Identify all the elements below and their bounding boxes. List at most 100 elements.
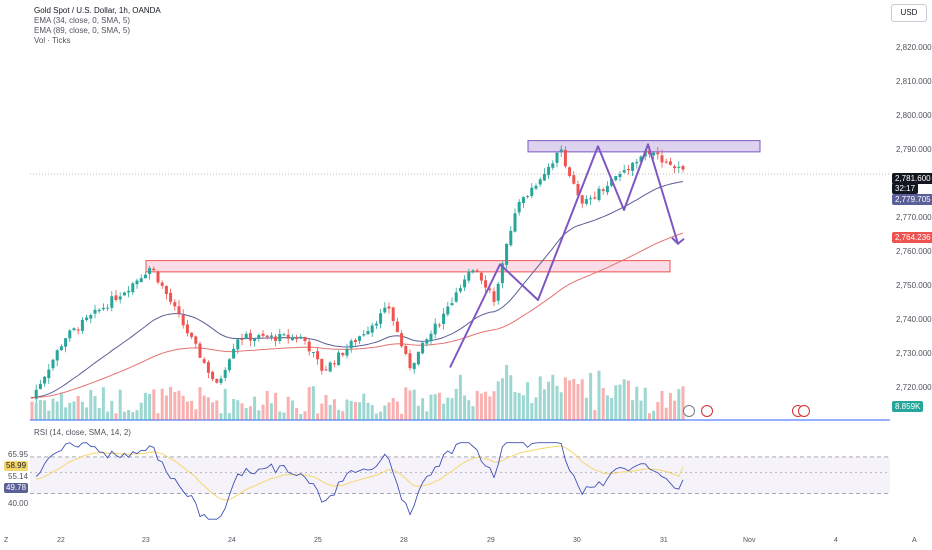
candle-body [232, 348, 236, 359]
candles [30, 145, 685, 403]
candle-body [43, 376, 47, 384]
drawing-zones[interactable] [145, 140, 761, 273]
volume-bar [219, 413, 223, 420]
volume-bar [635, 386, 639, 420]
volume-bar [479, 393, 483, 420]
volume-bar [500, 378, 504, 420]
pattern-path [449, 143, 679, 368]
lightning-icon[interactable] [683, 405, 695, 417]
candle-body [353, 339, 357, 343]
candle-body [580, 195, 584, 204]
volume-bar [467, 400, 471, 420]
candle-body [194, 336, 198, 344]
candle-body [601, 189, 605, 191]
candle-body [76, 329, 80, 331]
volume-bar [341, 411, 345, 420]
candle-body [110, 296, 114, 308]
candle-body [202, 359, 206, 363]
candle-body [177, 306, 181, 314]
drawing-arrows[interactable] [449, 143, 685, 368]
volume-bar [93, 396, 97, 420]
candle-body [492, 291, 496, 302]
volume-bar [618, 384, 622, 420]
volume-bar [72, 401, 76, 420]
timezone-z-label[interactable]: Z [4, 537, 9, 544]
currency-button[interactable]: USD [891, 4, 927, 22]
rsi-band [30, 456, 890, 494]
candle-body [681, 166, 685, 170]
grid-lines [30, 173, 890, 421]
volume-bar [673, 400, 677, 420]
volume-bar [139, 402, 143, 420]
candle-body [97, 309, 101, 312]
volume-legend[interactable]: Vol · Ticks [34, 36, 71, 45]
candle-body [311, 351, 315, 353]
candle-body [593, 197, 597, 199]
volume-bar [97, 407, 101, 420]
volume-bar [454, 388, 458, 420]
candle-body [290, 337, 294, 341]
volume-bars [30, 365, 685, 420]
time-tick: 30 [573, 537, 581, 544]
ema34-tag: 2,779.705 [892, 194, 932, 205]
ema89-line [31, 232, 684, 399]
candle-body [345, 348, 349, 356]
volume-bar [534, 397, 538, 420]
symbol-title[interactable]: Gold Spot / U.S. Dollar, 1h, OANDA [34, 6, 161, 15]
candle-body [677, 166, 681, 168]
volume-bar [416, 405, 420, 420]
candle-body [631, 162, 635, 171]
candle-body [337, 352, 341, 366]
candle-body [106, 307, 110, 309]
candle-body [647, 150, 651, 155]
volume-bar [324, 394, 328, 420]
candle-body [215, 378, 219, 383]
volume-bar [173, 391, 177, 420]
candle-body [652, 152, 656, 156]
candle-body [366, 331, 370, 335]
candle-body [358, 336, 362, 341]
candle-body [185, 324, 189, 334]
us-flag-icon[interactable] [701, 405, 713, 417]
candle-body [605, 185, 609, 193]
candle-body [190, 332, 194, 337]
candle-body [223, 369, 227, 378]
volume-bar [517, 392, 521, 420]
volume-bar [408, 390, 412, 420]
us-flag-icon[interactable] [798, 405, 810, 417]
volume-bar [471, 406, 475, 420]
volume-bar [177, 390, 181, 420]
volume-bar [429, 394, 433, 420]
volume-bar [614, 385, 618, 420]
candle-body [248, 333, 252, 341]
candle-body [362, 334, 366, 336]
candle-body [93, 309, 97, 314]
volume-bar [626, 380, 630, 420]
event-icons[interactable] [683, 405, 810, 417]
time-tick: 25 [314, 537, 322, 544]
volume-bar [400, 413, 404, 420]
volume-bar [362, 393, 366, 420]
rsi-tick: 55.14 [8, 472, 29, 481]
rsi-line [35, 442, 684, 520]
rsi-pane [30, 442, 890, 520]
candle-body [269, 335, 273, 337]
candle-body [471, 270, 475, 273]
rsi-legend[interactable]: RSI (14, close, SMA, 14, 2) [34, 428, 131, 437]
volume-bar [332, 399, 336, 420]
candle-body [135, 280, 139, 285]
volume-bar [261, 404, 265, 420]
candle-body [332, 363, 336, 365]
ema89-legend[interactable]: EMA (89, close, 0, SMA, 5) [34, 26, 131, 35]
volume-bar [425, 411, 429, 420]
ema89-tag: 2,764.236 [892, 232, 932, 243]
volume-bar [551, 374, 555, 420]
volume-bar [34, 402, 38, 420]
ema34-legend[interactable]: EMA (34, close, 0, SMA, 5) [34, 16, 131, 25]
volume-bar [412, 389, 416, 420]
volume-bar [85, 407, 89, 420]
volume-bar [337, 409, 341, 420]
candle-body [421, 342, 425, 354]
candle-body [639, 156, 643, 162]
